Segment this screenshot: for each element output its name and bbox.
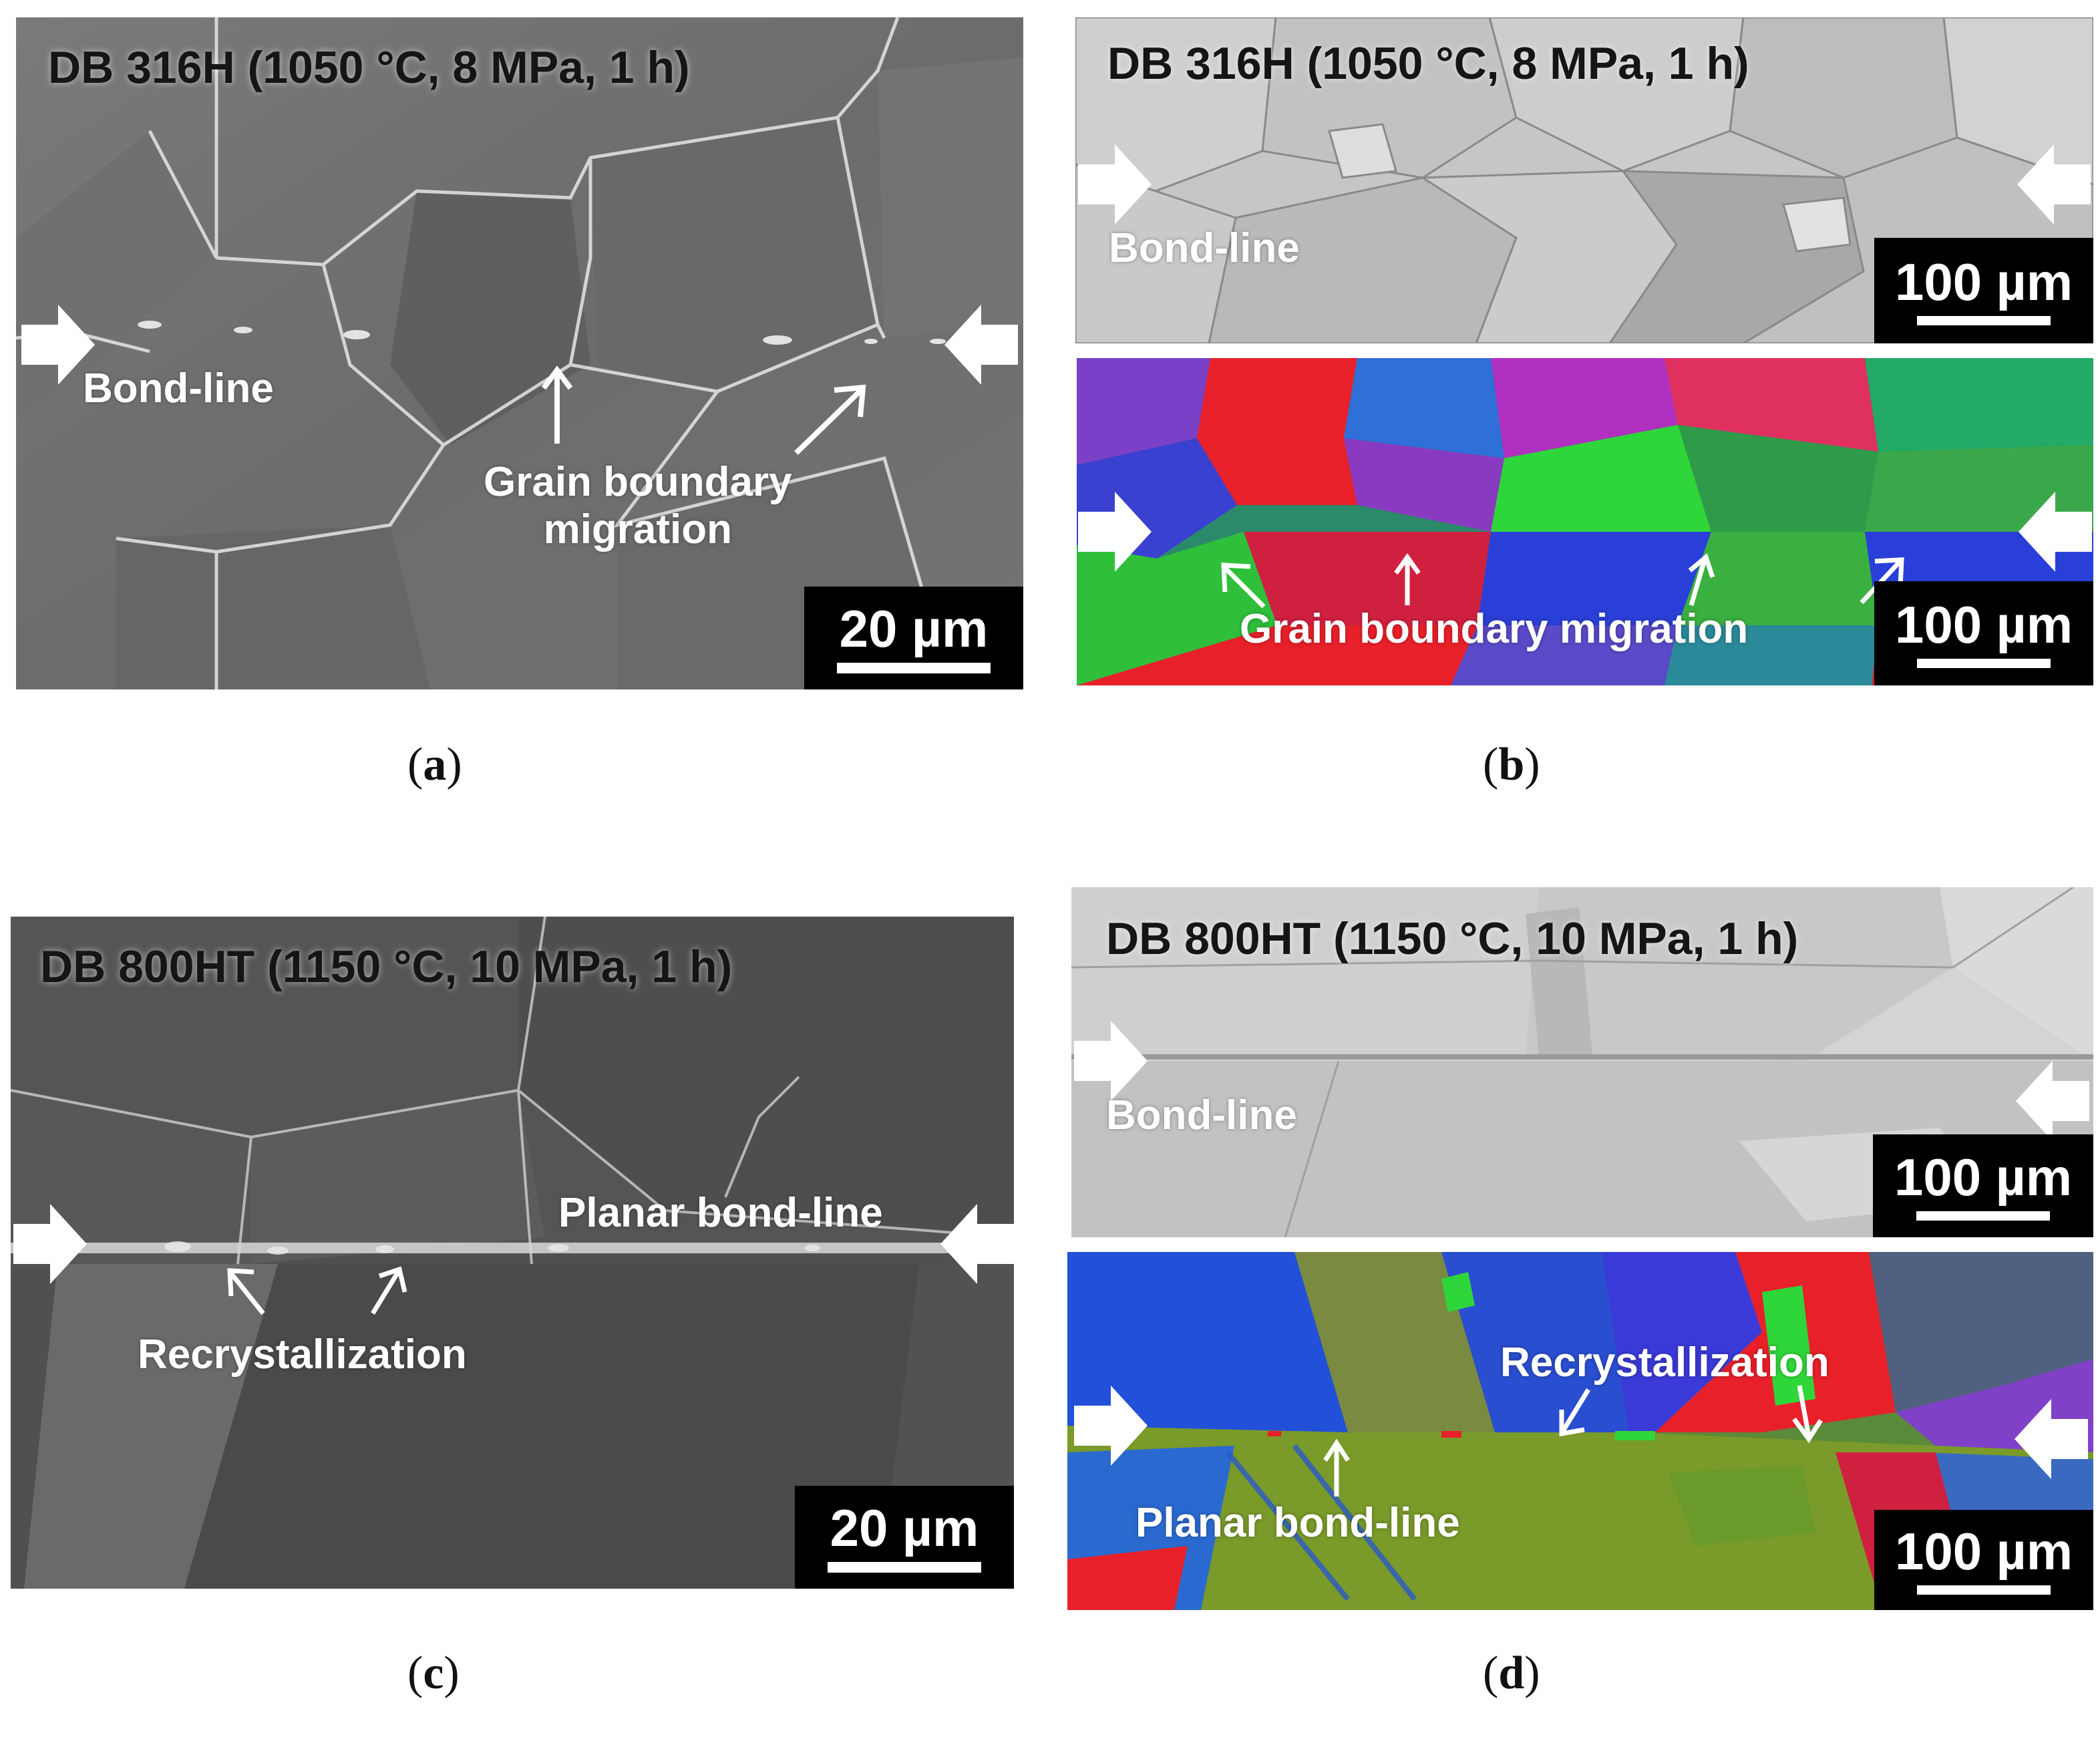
scale-bar-label: 100 µm [1894,1522,2073,1581]
bse-micrograph-b [1075,17,2093,343]
left-bond-arrow-icon [1074,1386,1148,1466]
pointer-arrow-icon [227,1268,265,1315]
right-bond-arrow-icon [2019,492,2092,572]
grain-boundary-migration-label: Grain boundary migration [1240,606,1749,652]
pointer-arrow-icon [1221,563,1266,609]
annotation-line-2: migration [543,506,733,552]
grain-boundary-migration-label: Grain boundary migration [484,458,792,553]
sem-image-c: DB 800HT (1150 °C, 10 MPa, 1 h) Planar b… [11,917,1014,1589]
right-bond-arrow-icon [2017,144,2091,224]
pointer-arrow-icon [1792,1385,1823,1444]
recrystallization-label: Recrystallization [138,1331,467,1378]
scale-bar: 20 µm [795,1486,1014,1589]
annotation-line-1: Grain boundary [484,459,792,505]
pointer-arrow-icon [1323,1438,1350,1496]
scale-bar: 100 µm [1873,1134,2093,1237]
bond-line-label: Bond-line [83,365,274,412]
caption-c: (c) [407,1647,460,1699]
pointer-arrow-icon [794,384,866,455]
sem-image-a: DB 316H (1050 °C, 8 MPa, 1 h) Bond-line … [16,17,1023,689]
left-bond-arrow-icon [1074,1021,1148,1101]
bse-image-b: DB 316H (1050 °C, 8 MPa, 1 h) Bond-line … [1075,17,2093,343]
left-bond-arrow-icon [1078,144,1152,224]
planar-bond-line-label: Planar bond-line [1135,1500,1460,1546]
scale-bar: 100 µm [1874,238,2093,343]
ebsd-map-d: Recrystallization Planar bond-line 100 µ… [1067,1252,2093,1610]
bond-line-label: Bond-line [1106,1092,1297,1138]
pointer-arrow-icon [371,1266,407,1315]
recrystallization-label: Recrystallization [1500,1339,1829,1386]
scale-bar-label: 100 µm [1894,253,2073,311]
bond-line-label: Bond-line [1109,225,1300,271]
scale-bar: 20 µm [804,587,1023,689]
caption-d: (d) [1483,1647,1540,1699]
right-bond-arrow-icon [940,1204,1014,1284]
scale-bar-label: 20 µm [830,1498,979,1557]
right-bond-arrow-icon [2016,1061,2089,1141]
scale-bar: 100 µm [1874,581,2093,685]
scale-bar-label: 20 µm [839,599,989,658]
scale-bar-label: 100 µm [1894,1148,2073,1207]
panel-d-title: DB 800HT (1150 °C, 10 MPa, 1 h) [1106,913,1799,964]
pointer-arrow-icon [1559,1388,1590,1437]
left-bond-arrow-icon [13,1204,87,1284]
left-bond-arrow-icon [1078,492,1152,572]
pointer-arrow-icon [1688,553,1715,606]
left-bond-arrow-icon [21,305,95,385]
scale-bar-label: 100 µm [1894,595,2073,654]
bse-micrograph-d [1071,887,2093,1237]
panel-a-title: DB 316H (1050 °C, 8 MPa, 1 h) [48,42,690,93]
caption-a: (a) [407,739,462,790]
panel-b-title: DB 316H (1050 °C, 8 MPa, 1 h) [1107,38,1749,89]
ebsd-map-b: Grain boundary migration 100 µm [1077,358,2093,685]
planar-bond-line-label: Planar bond-line [558,1190,883,1236]
right-bond-arrow-icon [2015,1399,2088,1479]
pointer-arrow-icon [541,365,573,444]
panel-c-title: DB 800HT (1150 °C, 10 MPa, 1 h) [40,941,733,992]
caption-b: (b) [1483,739,1540,790]
scale-bar: 100 µm [1874,1510,2093,1610]
bse-image-d: DB 800HT (1150 °C, 10 MPa, 1 h) Bond-lin… [1071,887,2093,1237]
right-bond-arrow-icon [944,305,1018,385]
pointer-arrow-icon [1394,552,1421,605]
